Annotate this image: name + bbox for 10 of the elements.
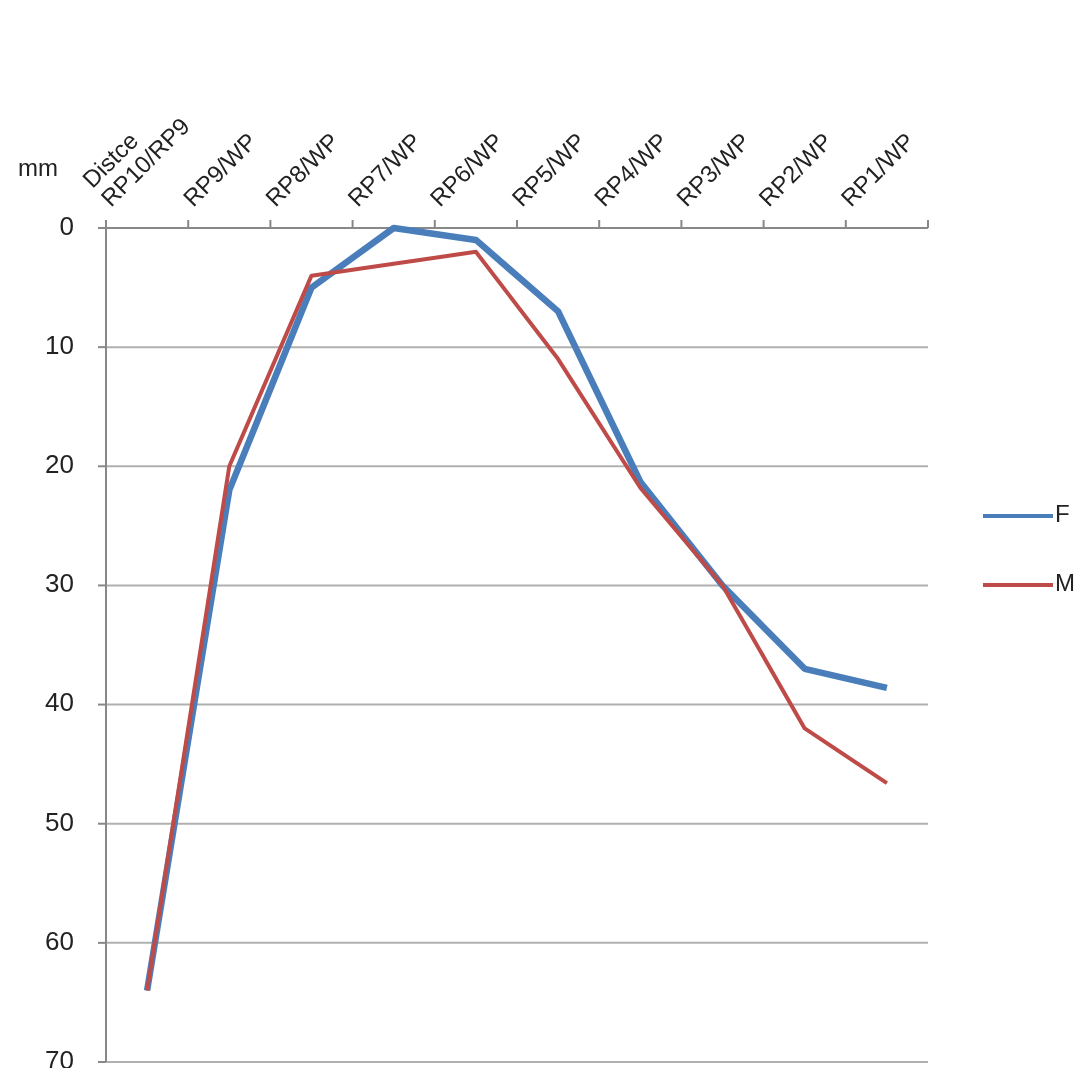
y-tick-label: 30 — [45, 568, 74, 599]
legend-label: F — [1055, 500, 1070, 528]
y-tick-label: 10 — [45, 330, 74, 361]
y-tick-label: 50 — [45, 806, 74, 837]
y-tick-label: 0 — [59, 210, 74, 241]
legend-label: M — [1055, 569, 1075, 597]
y-tick-label: 60 — [45, 925, 74, 956]
y-tick-label: 40 — [45, 687, 74, 718]
y-axis-title: mm — [18, 154, 58, 181]
y-tick-label: 20 — [45, 449, 74, 480]
